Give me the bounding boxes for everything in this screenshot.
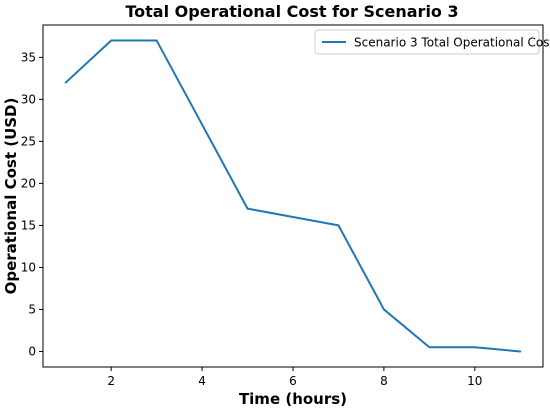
x-tick-label: 10 — [467, 374, 482, 388]
x-axis: 2 4 6 8 10 — [107, 367, 482, 388]
y-tick-label: 10 — [21, 260, 36, 274]
legend[interactable]: Scenario 3 Total Operational Cost — [314, 29, 550, 55]
y-axis-title: Operational Cost (USD) — [2, 98, 20, 295]
x-tick-label: 8 — [380, 374, 388, 388]
series-line — [64, 39, 522, 353]
x-axis-title: Time (hours) — [239, 390, 347, 408]
y-tick-label: 25 — [21, 134, 36, 148]
legend-box — [314, 29, 540, 55]
x-tick-label: 6 — [289, 374, 297, 388]
y-tick-label: 30 — [21, 92, 36, 106]
y-tick-label: 0 — [28, 344, 36, 358]
x-tick-label: 2 — [107, 374, 115, 388]
chart-title: Total Operational Cost for Scenario 3 — [125, 2, 458, 21]
y-tick-label: 15 — [21, 218, 36, 232]
plot-area-frame — [42, 24, 544, 368]
x-tick-label: 4 — [198, 374, 206, 388]
legend-label: Scenario 3 Total Operational Cost — [354, 36, 550, 50]
y-tick-label: 20 — [21, 176, 36, 190]
series-layer — [64, 39, 522, 353]
y-axis: 0 5 10 15 20 25 30 35 — [21, 50, 43, 358]
y-tick-label: 35 — [21, 50, 36, 64]
y-tick-label: 5 — [28, 302, 36, 316]
